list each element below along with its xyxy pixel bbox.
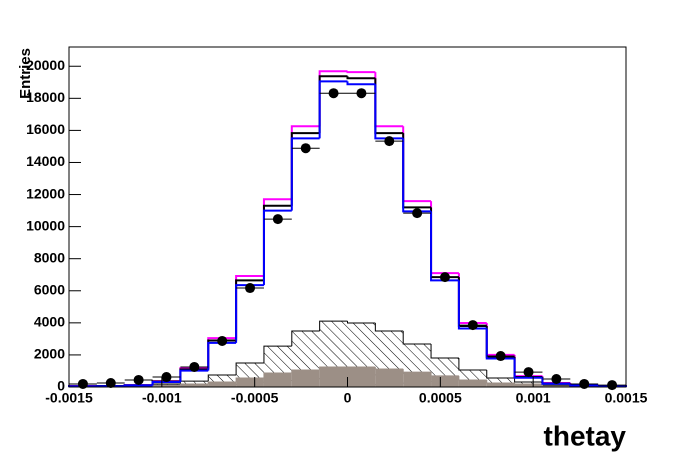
y-tick-label: 4000: [34, 314, 65, 330]
histogram-step: [402, 369, 432, 373]
y-tick-label: 10000: [26, 217, 65, 233]
histogram-step: [457, 280, 487, 330]
data-point: [105, 377, 116, 388]
histogram-step: [458, 357, 487, 371]
histogram-step: [374, 84, 404, 140]
histogram-step: [319, 366, 348, 370]
data-point: [495, 351, 506, 362]
data-point: [161, 372, 172, 383]
histogram-step: [430, 344, 459, 359]
x-tick-label: -0.0015: [45, 390, 93, 406]
y-tick-label: 14000: [26, 153, 65, 169]
x-tick-label: 0: [344, 390, 352, 406]
histogram-step: [179, 369, 209, 383]
filled-bar: [431, 375, 459, 387]
y-tick-label: 0: [57, 378, 65, 394]
x-axis-label: thetay: [544, 420, 627, 451]
data-point: [356, 88, 367, 99]
histogram-step: [235, 284, 264, 343]
histogram-step: [318, 80, 348, 139]
filled-bar: [403, 372, 432, 387]
histogram-step: [486, 379, 515, 384]
data-point: [272, 214, 283, 225]
histogram-step: [458, 375, 487, 381]
histogram-step: [263, 345, 292, 363]
filled-bar: [263, 373, 292, 387]
y-axis-label: Entries: [17, 48, 34, 99]
y-tick-label: 12000: [26, 185, 65, 201]
data-point: [439, 272, 450, 283]
histogram-step: [485, 328, 515, 360]
y-tick-label: 6000: [34, 281, 65, 297]
filled-bar: [347, 366, 376, 387]
data-point: [607, 380, 618, 391]
data-point: [523, 367, 534, 378]
y-tick-label: 20000: [26, 57, 65, 73]
histogram-step: [151, 381, 181, 386]
y-tick-label: 8000: [34, 249, 65, 265]
histogram-step: [179, 383, 209, 386]
x-tick-label: 0.001: [516, 390, 551, 406]
data-point: [384, 136, 395, 147]
filled-bar: [375, 369, 404, 387]
histogram-step: [402, 331, 432, 345]
data-point: [217, 335, 228, 346]
histogram-step: [291, 369, 320, 374]
histogram-step: [291, 330, 320, 347]
data-point: [245, 283, 256, 294]
histogram-step: [235, 362, 264, 375]
histogram-step: [430, 372, 459, 377]
histogram-step: [207, 341, 237, 371]
filled-bar: [208, 382, 237, 387]
histogram-step: [290, 137, 320, 211]
histogram-step: [346, 76, 376, 80]
x-tick-label: 0.0005: [419, 390, 462, 406]
y-tick-label: 2000: [34, 346, 65, 362]
filled-bar: [319, 366, 348, 387]
histogram-step: [430, 211, 459, 282]
data-point: [412, 208, 423, 219]
data-point: [133, 374, 144, 385]
filled-bar: [236, 378, 264, 387]
histogram-step: [262, 209, 292, 286]
data-point: [467, 320, 478, 331]
filled-bar: [458, 379, 487, 387]
histogram-step: [541, 377, 571, 385]
histogram-step: [123, 384, 153, 387]
histogram-step: [346, 71, 376, 74]
histogram-step: [486, 370, 515, 379]
data-point: [77, 378, 88, 389]
histogram-step: [374, 323, 404, 332]
data-point: [189, 361, 200, 372]
filled-bar: [291, 370, 320, 387]
histogram-step: [207, 374, 237, 382]
x-tick-label: -0.001: [142, 390, 182, 406]
histogram-step: [346, 81, 376, 86]
y-tick-label: 16000: [26, 121, 65, 137]
histogram-step: [319, 320, 348, 332]
x-tick-label: -0.0005: [231, 390, 279, 406]
filled-bar: [152, 385, 181, 387]
histogram-step: [263, 372, 292, 379]
filled-bar: [486, 382, 515, 387]
filled-bar: [514, 383, 543, 387]
histogram-step: [207, 381, 237, 384]
data-point: [328, 88, 339, 99]
filled-bar: [180, 383, 209, 387]
x-tick-label: 0.0015: [605, 390, 648, 406]
data-point: [579, 378, 590, 389]
histogram-step: [374, 366, 404, 370]
histogram-step: [347, 321, 376, 324]
data-point: [300, 143, 311, 154]
y-tick-label: 18000: [26, 89, 65, 105]
data-point: [551, 373, 562, 384]
